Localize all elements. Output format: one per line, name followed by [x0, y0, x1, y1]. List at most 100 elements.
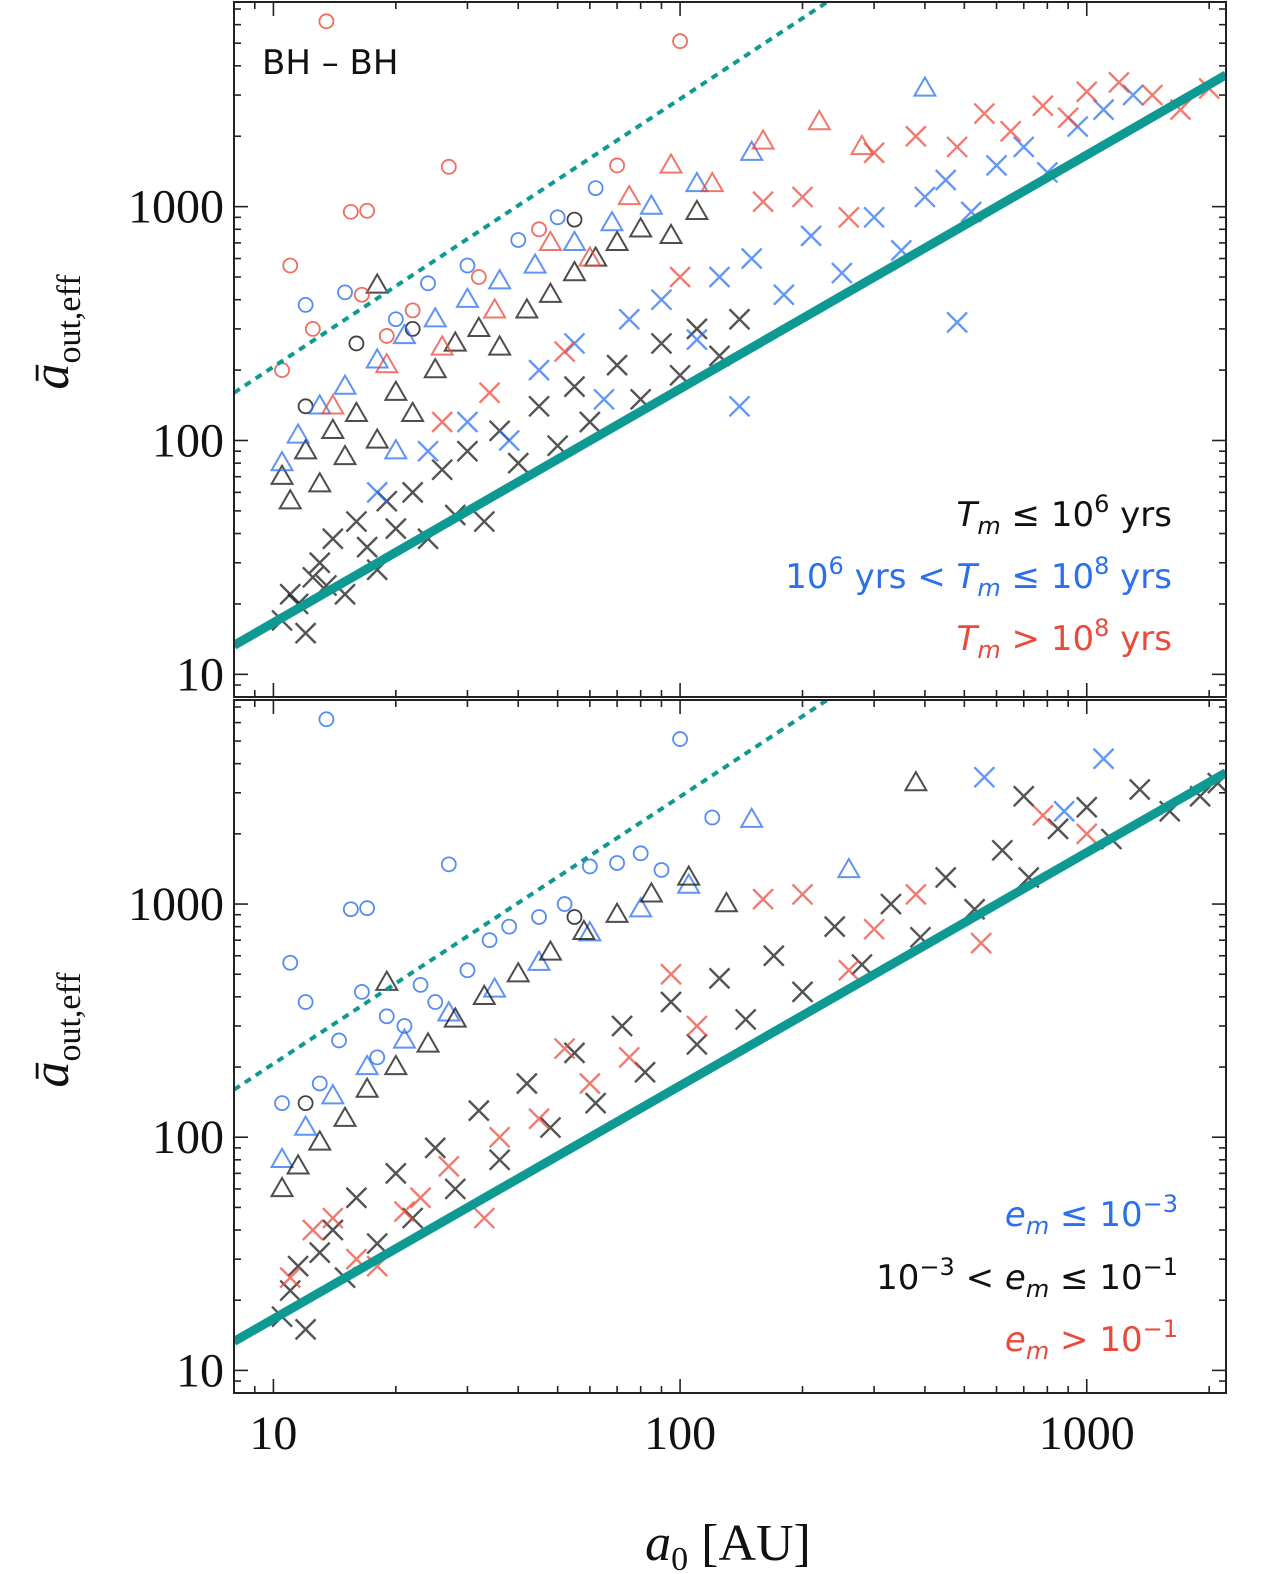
bottom-legend-text-part: ≤ 10 [1049, 1258, 1142, 1298]
top-y-axis-subscript: out,eff [51, 274, 88, 364]
bottom-legend-text-part: e [1005, 1320, 1026, 1360]
bottom-series-0-triangle-point [392, 1027, 417, 1049]
top-series-2-triangle-point [538, 229, 563, 252]
top-series-0-circle-point [566, 211, 583, 228]
bottom-axis-ticks: 10 100 1000 10 100 1000 [128, 700, 1226, 1460]
top-series-2-cross-point [1075, 80, 1098, 103]
top-series-1-cross-point [686, 328, 708, 351]
bottom-series-0-circle-point [531, 909, 547, 925]
bottom-reference-lines [234, 700, 1226, 1346]
bottom-series-0-circle-point [672, 731, 688, 747]
top-series-2-cross-point [973, 102, 996, 125]
bottom-series-2-cross-point [321, 1207, 344, 1229]
top-legend-text-part: yrs [1109, 557, 1172, 597]
bottom-series-2-cross-point [579, 1072, 601, 1095]
top-series-0-cross-point [384, 517, 407, 540]
top-series-1-triangle-point [684, 170, 710, 193]
top-legend-text-part: m [977, 574, 1000, 602]
top-legend-text-part: 8 [1094, 552, 1109, 580]
top-series-1-cross-point [563, 332, 586, 355]
bottom-series-2-cross-point [1032, 804, 1054, 827]
top-lower-bound-line [234, 70, 1226, 650]
bottom-series-0-triangle-point [739, 806, 764, 828]
top-series-2-circle-point [282, 257, 299, 274]
bottom-legend-text-part: e [1005, 1258, 1026, 1298]
bottom-series-2-cross-point [837, 959, 860, 982]
top-series-0-triangle-point [269, 463, 295, 485]
bottom-legend-entry: em ≤ 10−3 [1005, 1190, 1178, 1240]
top-series-1-cross-point [650, 288, 673, 311]
top-series-2-triangle-point [700, 170, 725, 193]
bottom-series-1-cross-point [791, 981, 814, 1003]
bottom-series-0-triangle-point [628, 896, 653, 918]
top-series-1-cross-point [528, 359, 550, 381]
bottom-series-0-circle-point [440, 856, 457, 873]
top-series-2-circle-point [304, 321, 321, 337]
top-series-0-cross-point [401, 481, 424, 504]
top-series-1-cross-point [1012, 136, 1035, 158]
top-series-0-cross-point [650, 332, 673, 355]
top-series-2-cross-point [1141, 84, 1164, 106]
top-series-2-triangle-point [320, 393, 346, 415]
top-legend-text-part: T [957, 557, 980, 597]
top-series-1-circle-point [420, 275, 436, 292]
top-legend-entry: 106 yrs < Tm ≤ 108 yrs [785, 552, 1172, 602]
top-legend-text-part: T [957, 495, 980, 535]
bottom-series-1-cross-point [287, 1255, 309, 1277]
bottom-series-2-cross-point [1075, 823, 1098, 845]
top-series-0-cross-point [728, 308, 751, 331]
bottom-series-2-cross-point [905, 883, 927, 906]
top-series-2-circle-point [318, 13, 335, 30]
bottom-upper-bound-line [234, 700, 829, 1092]
bottom-series-1-cross-point [488, 1148, 511, 1171]
bottom-series-0-circle-point [311, 1075, 328, 1092]
top-series-1-triangle-point [383, 438, 409, 460]
bottom-series-0-triangle-point [269, 1146, 295, 1168]
bottom-series-1-cross-point [294, 1318, 317, 1341]
bottom-series-1-cross-point [321, 1219, 344, 1241]
top-series-0-cross-point [686, 318, 708, 340]
bottom-series-1-cross-point [851, 953, 873, 976]
top-series-2-circle-point [440, 158, 457, 175]
bottom-series-0-triangle-point [526, 949, 552, 971]
bottom-lower-bound-line [234, 768, 1226, 1346]
top-series-2-circle-point [470, 269, 487, 285]
top-legend-text-part: yrs [1109, 619, 1172, 659]
bottom-series-1-cross-point [991, 839, 1014, 862]
bottom-series-1-cross-point [424, 1137, 447, 1159]
bottom-series-0-circle-point [704, 809, 721, 826]
top-series-0-triangle-point [466, 315, 492, 338]
top-series-1-triangle-point [522, 252, 548, 274]
top-series-1-cross-point [985, 154, 1008, 177]
bottom-series-1-cross-point [539, 1116, 562, 1139]
top-series-2-circle-point [404, 302, 421, 319]
bottom-series-1-triangle-point [676, 864, 701, 886]
top-series-0-cross-point [356, 536, 378, 558]
bottom-legend-text-part: m [1026, 1275, 1049, 1303]
top-series-0-triangle-point [514, 297, 540, 319]
bottom-series-1-cross-point [934, 866, 957, 889]
bottom-legend-text-part: ≤ 10 [1049, 1195, 1142, 1235]
top-series-0-triangle-point [307, 471, 332, 493]
top-series-0-cross-point [308, 551, 331, 574]
top-series-2-cross-point [946, 136, 968, 158]
bottom-series-0-circle-point [632, 845, 649, 862]
top-plot-frame [233, 1, 1227, 698]
top-series-0-triangle-point [293, 438, 318, 460]
bottom-x-tick-label: 100 [644, 1407, 716, 1460]
bottom-series-1-triangle-point [506, 961, 531, 983]
top-legend-text-part: T [957, 619, 980, 659]
top-series-0-triangle-point [365, 427, 390, 449]
top-series-1-cross-point [498, 429, 521, 452]
top-series-2-cross-point [999, 120, 1022, 143]
bottom-series-1-triangle-point [307, 1129, 332, 1151]
bottom-series-0-circle-point [369, 1049, 386, 1066]
bottom-series-2-cross-point [863, 918, 885, 941]
top-series-1-cross-point [456, 411, 479, 433]
bottom-series-2-cross-point [488, 1126, 511, 1149]
bottom-series-1-triangle-point [604, 901, 630, 923]
bottom-x-tick-label: 1000 [1039, 1407, 1135, 1460]
top-scatter-marks [269, 13, 1221, 645]
top-series-1-triangle-point [599, 210, 625, 232]
top-axis-ticks: 10 100 1000 [128, 2, 1226, 701]
